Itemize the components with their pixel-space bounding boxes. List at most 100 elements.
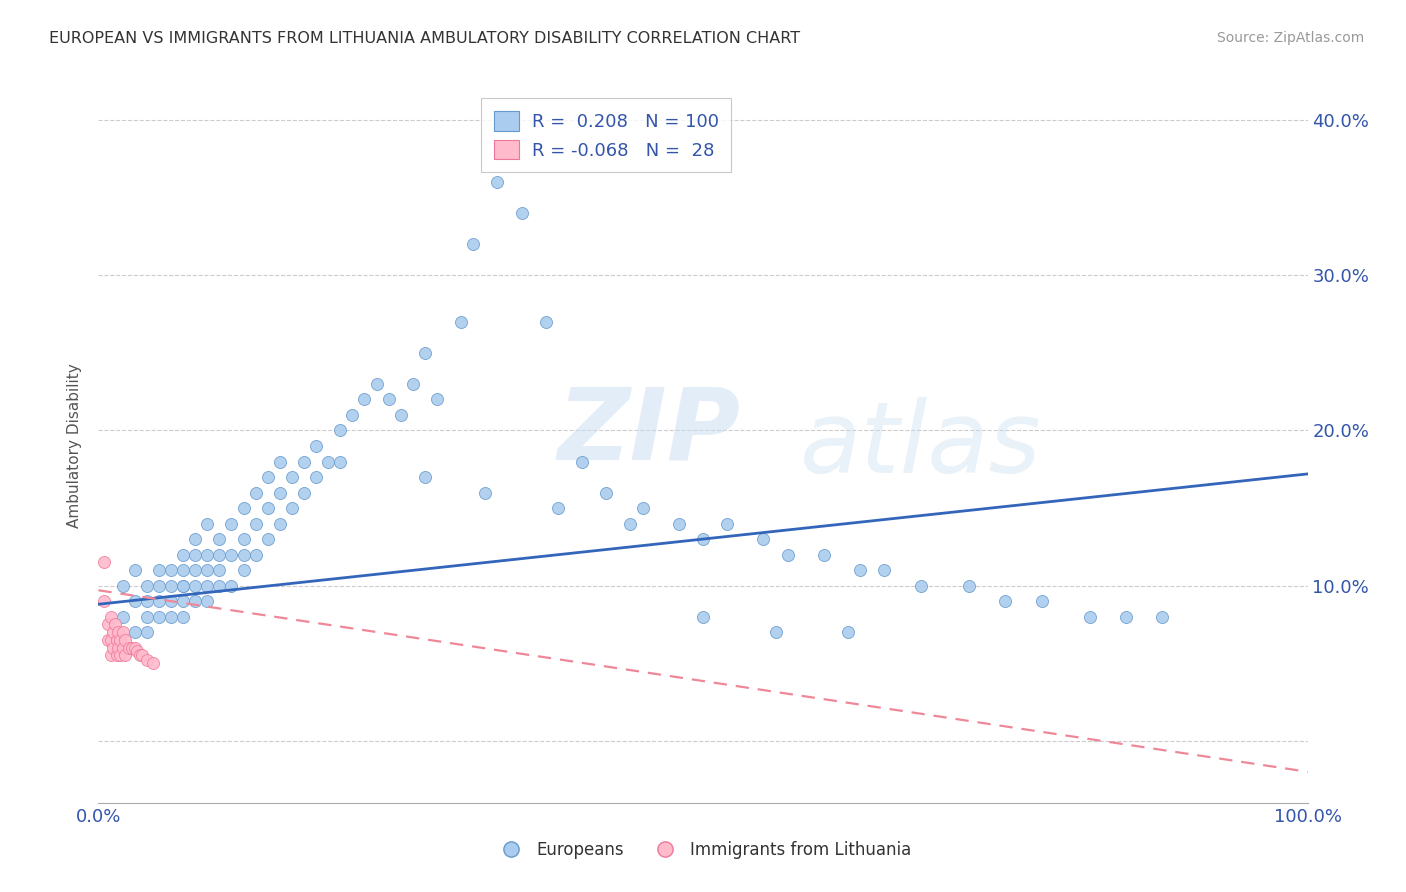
Point: [292, 485, 315, 500]
Point: [463, 237, 485, 252]
Point: [97, 632, 120, 647]
Point: [221, 579, 243, 593]
Point: [849, 563, 872, 577]
Point: [195, 516, 218, 531]
Point: [172, 579, 194, 593]
Point: [100, 648, 122, 663]
Point: [128, 648, 150, 663]
Point: [208, 579, 231, 593]
Point: [692, 609, 714, 624]
Point: [160, 609, 183, 624]
Point: [184, 548, 207, 562]
Point: [342, 408, 364, 422]
Point: [121, 640, 143, 655]
Point: [668, 516, 690, 531]
Point: [195, 579, 218, 593]
Point: [486, 175, 509, 189]
Text: atlas: atlas: [800, 398, 1042, 494]
Point: [111, 609, 134, 624]
Point: [534, 315, 557, 329]
Point: [111, 625, 134, 640]
Legend: Europeans, Immigrants from Lithuania: Europeans, Immigrants from Lithuania: [488, 835, 918, 866]
Point: [256, 501, 278, 516]
Point: [93, 555, 115, 569]
Point: [765, 625, 787, 640]
Point: [389, 408, 412, 422]
Point: [208, 532, 231, 546]
Point: [108, 632, 131, 647]
Point: [184, 532, 207, 546]
Point: [377, 392, 399, 407]
Point: [172, 548, 194, 562]
Point: [571, 454, 593, 468]
Point: [195, 594, 218, 608]
Point: [135, 609, 157, 624]
Point: [208, 548, 231, 562]
Point: [221, 548, 243, 562]
Point: [813, 548, 835, 562]
Point: [111, 640, 134, 655]
Point: [114, 648, 136, 663]
Point: [232, 501, 254, 516]
Point: [281, 470, 304, 484]
Point: [124, 640, 146, 655]
Point: [232, 563, 254, 577]
Point: [1031, 594, 1053, 608]
Point: [837, 625, 859, 640]
Point: [474, 485, 496, 500]
Point: [245, 485, 267, 500]
Point: [148, 579, 170, 593]
Point: [195, 563, 218, 577]
Point: [172, 594, 194, 608]
Point: [97, 617, 120, 632]
Point: [910, 579, 932, 593]
Point: [510, 206, 533, 220]
Text: EUROPEAN VS IMMIGRANTS FROM LITHUANIA AMBULATORY DISABILITY CORRELATION CHART: EUROPEAN VS IMMIGRANTS FROM LITHUANIA AM…: [49, 31, 800, 46]
Point: [100, 632, 122, 647]
Point: [160, 563, 183, 577]
Point: [105, 648, 128, 663]
Point: [413, 346, 436, 360]
Point: [547, 501, 569, 516]
Point: [160, 594, 183, 608]
Point: [366, 376, 388, 391]
Point: [873, 563, 896, 577]
Point: [118, 640, 141, 655]
Point: [135, 579, 157, 593]
Point: [1115, 609, 1137, 624]
Point: [208, 563, 231, 577]
Point: [1152, 609, 1174, 624]
Point: [232, 532, 254, 546]
Point: [107, 640, 129, 655]
Point: [135, 625, 157, 640]
Point: [108, 648, 131, 663]
Point: [135, 594, 157, 608]
Point: [752, 532, 775, 546]
Point: [426, 392, 449, 407]
Point: [93, 594, 115, 608]
Point: [107, 625, 129, 640]
Point: [172, 609, 194, 624]
Point: [135, 653, 157, 667]
Text: ZIP: ZIP: [558, 384, 741, 480]
Point: [402, 376, 425, 391]
Point: [1078, 609, 1101, 624]
Point: [450, 315, 472, 329]
Point: [184, 594, 207, 608]
Point: [148, 594, 170, 608]
Point: [353, 392, 375, 407]
Point: [292, 454, 315, 468]
Point: [101, 625, 124, 640]
Point: [184, 579, 207, 593]
Point: [776, 548, 799, 562]
Point: [124, 594, 146, 608]
Point: [994, 594, 1017, 608]
Point: [124, 625, 146, 640]
Point: [269, 485, 291, 500]
Point: [256, 532, 278, 546]
Point: [269, 454, 291, 468]
Point: [692, 532, 714, 546]
Point: [104, 617, 127, 632]
Point: [221, 516, 243, 531]
Point: [316, 454, 339, 468]
